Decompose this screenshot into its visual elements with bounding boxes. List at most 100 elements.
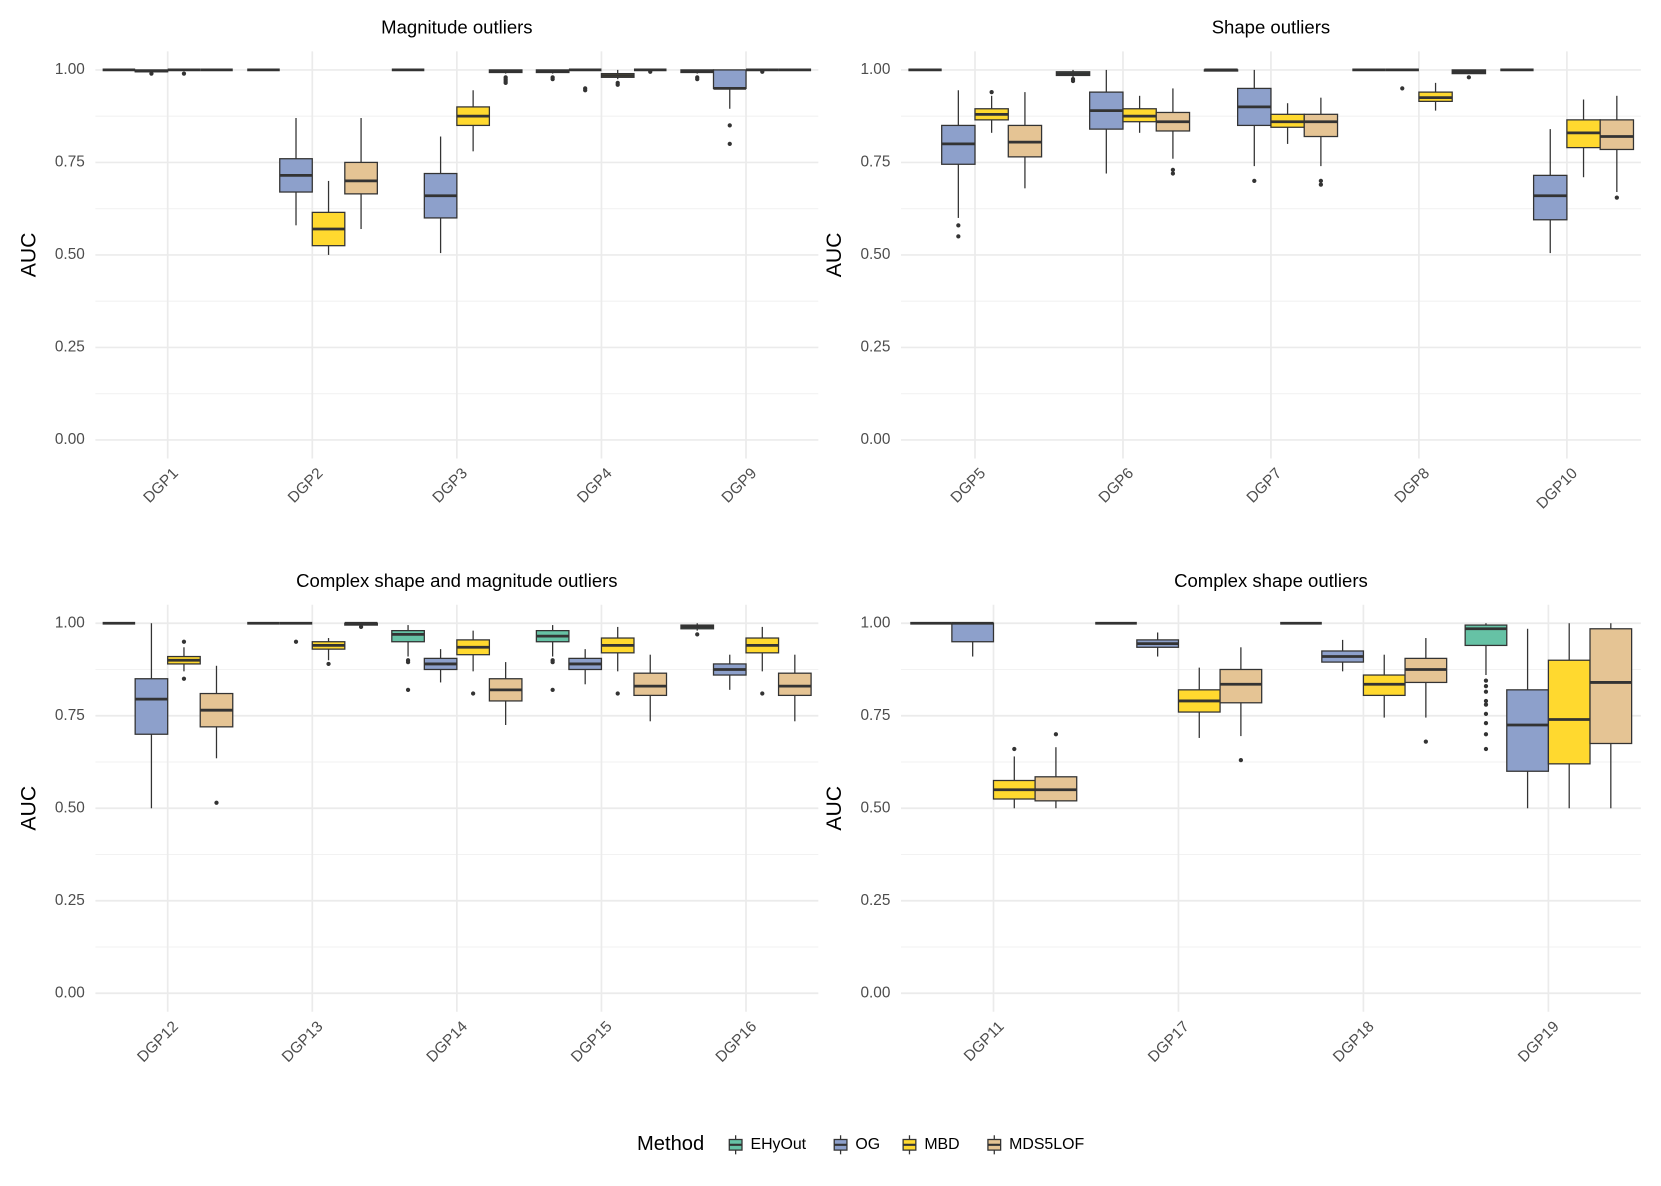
box xyxy=(1589,628,1633,745)
outlier xyxy=(1483,746,1489,752)
box xyxy=(1532,174,1568,221)
y-tick-label: 0.00 xyxy=(860,431,890,448)
x-tick-label: DGP18 xyxy=(1330,1018,1378,1066)
x-tick-label: DGP11 xyxy=(961,1018,1008,1065)
y-tick-label: 0.25 xyxy=(55,892,85,909)
outlier xyxy=(293,639,299,644)
x-tick-label: DGP7 xyxy=(1244,465,1286,507)
x-tick-label: DGP10 xyxy=(1533,465,1581,513)
x-tick-label: DGP13 xyxy=(279,1018,327,1066)
panel: 0.00 0.25 0.50 0.75 1.00 DGP5 DGP6 DGP7 DGP8 DGP1… xyxy=(823,17,1641,513)
legend-label: EHyOut xyxy=(750,1136,806,1153)
y-tick-label: 0.25 xyxy=(860,892,890,909)
x-tick-label: DGP3 xyxy=(429,465,471,507)
y-axis-label: AUC xyxy=(823,233,846,278)
x-tick-label: DGP5 xyxy=(948,465,990,507)
y-axis-label: AUC xyxy=(17,233,40,278)
outlier xyxy=(181,639,187,644)
y-tick-label: 0.50 xyxy=(860,246,890,263)
box xyxy=(1547,659,1591,765)
y-tick-label: 0.75 xyxy=(860,707,890,724)
outlier xyxy=(1012,746,1017,752)
outlier xyxy=(1483,684,1489,689)
box xyxy=(633,672,668,697)
y-tick-label: 0.50 xyxy=(55,799,85,816)
x-tick-label: DGP14 xyxy=(423,1018,471,1066)
outlier xyxy=(181,676,187,681)
y-tick-label: 0.25 xyxy=(55,339,85,356)
chart-title: Magnitude outliers xyxy=(381,17,532,38)
legend-label: MBD xyxy=(924,1136,959,1153)
box xyxy=(1599,119,1635,151)
y-axis-label: AUC xyxy=(823,786,846,831)
box xyxy=(777,672,812,697)
outlier xyxy=(1400,86,1405,91)
outlier xyxy=(760,69,765,74)
y-axis-label: AUC xyxy=(17,786,40,831)
chart-title: Complex shape and magnitude outliers xyxy=(296,570,617,591)
y-tick-label: 1.00 xyxy=(55,61,85,78)
chart-title: Complex shape outliers xyxy=(1174,570,1368,591)
outlier xyxy=(727,123,732,128)
x-tick-label: DGP15 xyxy=(568,1018,616,1066)
outlier xyxy=(405,659,411,665)
outlier xyxy=(1614,195,1619,200)
x-tick-label: DGP19 xyxy=(1515,1018,1563,1066)
outlier xyxy=(1318,182,1324,187)
y-tick-label: 0.75 xyxy=(55,707,85,724)
outlier xyxy=(1483,732,1489,737)
box xyxy=(134,678,169,735)
legend-title: Method xyxy=(637,1133,704,1155)
box xyxy=(1303,113,1339,138)
legend: Method EHyOut OG MBD MDS5LOF xyxy=(637,1133,1084,1155)
outlier xyxy=(550,687,555,692)
box xyxy=(344,161,378,195)
outlier xyxy=(695,632,700,637)
outlier xyxy=(1423,739,1428,744)
x-tick-label: DGP16 xyxy=(713,1018,761,1066)
y-tick-label: 1.00 xyxy=(860,614,890,631)
outlier xyxy=(956,234,961,239)
outlier xyxy=(615,82,620,87)
outlier xyxy=(1483,711,1489,717)
outlier xyxy=(1466,75,1471,80)
outlier xyxy=(583,88,588,93)
outlier xyxy=(1483,689,1489,694)
outlier xyxy=(550,659,555,665)
chart-title: Shape outliers xyxy=(1212,17,1330,38)
outlier xyxy=(181,71,187,76)
outlier xyxy=(503,80,508,85)
x-tick-label: DGP8 xyxy=(1391,465,1433,507)
y-tick-label: 0.50 xyxy=(860,799,890,816)
box xyxy=(391,629,425,643)
outlier xyxy=(1483,702,1489,707)
outlier xyxy=(1053,732,1059,737)
y-tick-label: 0.00 xyxy=(55,984,85,1001)
y-tick-label: 1.00 xyxy=(55,614,85,631)
outlier xyxy=(1252,178,1257,184)
y-tick-label: 0.50 xyxy=(55,246,85,263)
box xyxy=(712,69,747,90)
x-tick-label: DGP9 xyxy=(719,465,761,507)
box xyxy=(951,622,995,643)
y-tick-label: 1.00 xyxy=(860,61,890,78)
y-tick-label: 0.75 xyxy=(860,153,890,170)
y-tick-label: 0.25 xyxy=(860,339,890,356)
x-tick-label: DGP1 xyxy=(140,465,182,507)
outlier xyxy=(1483,678,1489,683)
outlier xyxy=(615,691,620,696)
outlier xyxy=(989,89,994,95)
panel: 0.00 0.25 0.50 0.75 1.00 DGP1 DGP2 DGP3 DGP4 DGP9… xyxy=(17,17,819,507)
outlier xyxy=(956,223,961,228)
x-tick-label: DGP2 xyxy=(285,465,327,507)
outlier xyxy=(1483,698,1489,704)
legend-label: OG xyxy=(855,1136,880,1153)
outlier xyxy=(471,691,476,696)
panel: 0.00 0.25 0.50 0.75 1.00 DGP12 DGP13 DGP14 DGP15… xyxy=(17,570,819,1066)
x-tick-label: DGP12 xyxy=(134,1018,182,1066)
outlier xyxy=(1170,167,1176,172)
outlier xyxy=(1170,171,1176,176)
box xyxy=(1506,689,1550,772)
outlier xyxy=(1483,721,1489,726)
